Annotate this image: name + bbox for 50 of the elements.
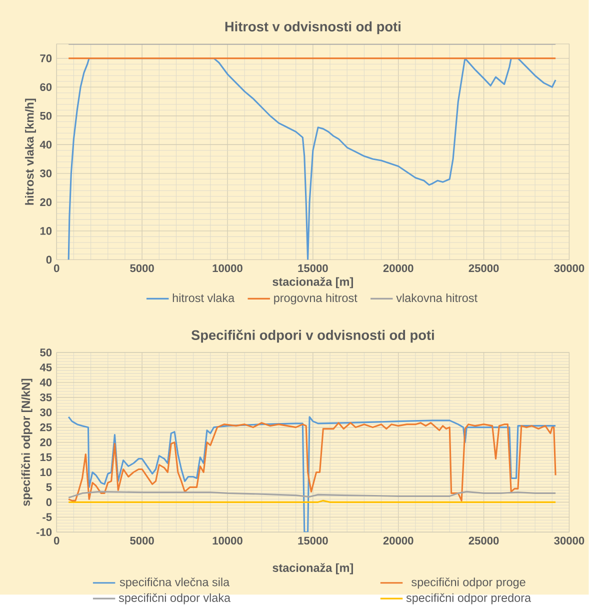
- y-tick-label: 15: [40, 453, 52, 462]
- x-tick-label: 15000: [298, 264, 328, 272]
- x-tick-label: 20000: [383, 536, 414, 545]
- y-tick-label: 50: [40, 112, 52, 120]
- x-tick-label: 5000: [130, 536, 154, 545]
- legend-label: vlakovna hitrost: [396, 293, 478, 302]
- chart-title: Hitrost v odvisnosti od poti: [225, 21, 400, 34]
- y-tick-label: 40: [40, 378, 52, 386]
- y-tick-label: 20: [40, 198, 52, 206]
- y-tick-label: 50: [40, 348, 52, 356]
- x-axis-title: stacionaža [m]: [272, 276, 353, 288]
- line-series: [68, 422, 556, 502]
- y-tick-label: 20: [40, 438, 52, 446]
- y-axis-title: hitrost vlaka [km/h]: [25, 98, 36, 205]
- x-tick-label: 30000: [554, 264, 584, 272]
- y-tick-label: 10: [40, 468, 52, 476]
- y-tick-label: -10: [36, 528, 52, 536]
- x-tick-label: 10000: [212, 536, 242, 545]
- y-tick-label: 0: [46, 498, 52, 506]
- x-tick-label: 15000: [298, 536, 328, 545]
- y-tick-label: 60: [40, 83, 52, 92]
- x-tick-label: 25000: [468, 264, 499, 272]
- legend-label: specifična vlečna sila: [120, 578, 230, 589]
- x-tick-label: 30000: [554, 536, 584, 545]
- x-tick-label: 10000: [212, 264, 242, 272]
- x-tick-label: 5000: [130, 264, 154, 272]
- legend-label: specifični odpor vlaka: [118, 593, 231, 604]
- x-tick-label: 20000: [383, 264, 414, 272]
- x-tick-label: 0: [54, 264, 60, 272]
- legend-label: progovna hitrost: [274, 293, 358, 304]
- y-axis-title: specifični odpor [N/kN]: [21, 378, 32, 506]
- chart-title: Specifični odpori v odvisnosti od poti: [191, 330, 434, 343]
- legend-label: specifični odpor predora: [406, 593, 532, 604]
- legend-label: specifični odpor proge: [412, 578, 526, 589]
- y-tick-label: 5: [46, 483, 52, 492]
- y-tick-label: 70: [40, 54, 52, 62]
- x-tick-label: 25000: [468, 536, 499, 545]
- y-tick-label: 0: [46, 256, 52, 264]
- y-tick-label: 25: [40, 423, 52, 432]
- y-tick-label: 10: [40, 227, 52, 235]
- x-tick-label: 0: [54, 536, 60, 545]
- y-tick-label: 40: [40, 140, 52, 149]
- y-tick-label: 30: [40, 408, 52, 416]
- y-tick-label: 35: [40, 393, 52, 402]
- y-tick-label: 30: [40, 169, 52, 178]
- legend-label: hitrost vlaka: [172, 293, 235, 302]
- line-series: [68, 416, 556, 532]
- x-axis-title: stacionaža [m]: [272, 563, 353, 574]
- y-tick-label: -5: [42, 513, 52, 522]
- y-tick-label: 45: [40, 364, 52, 372]
